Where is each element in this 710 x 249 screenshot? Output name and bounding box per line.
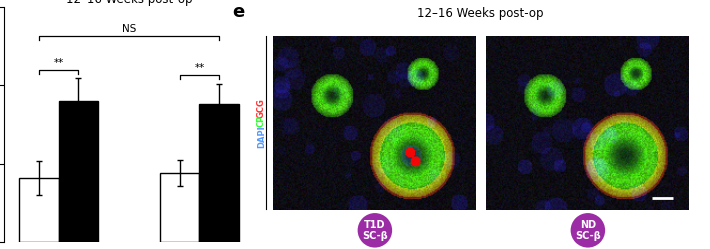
Text: ND
SC-β: ND SC-β — [575, 220, 601, 241]
Text: GCG: GCG — [257, 98, 266, 118]
Bar — [19, 178, 59, 242]
Text: 12–16 Weeks post-op: 12–16 Weeks post-op — [417, 7, 544, 20]
Text: CP: CP — [257, 115, 266, 127]
Text: **: ** — [195, 63, 204, 73]
Text: e: e — [232, 3, 244, 21]
Text: DAPI: DAPI — [257, 126, 266, 148]
Text: NS: NS — [122, 24, 136, 34]
Bar — [59, 101, 98, 242]
Text: **: ** — [53, 58, 64, 68]
Text: T1D
SC-β: T1D SC-β — [362, 220, 388, 241]
Title: 12–16 Weeks post-op: 12–16 Weeks post-op — [66, 0, 192, 6]
Bar — [200, 104, 239, 242]
Bar — [160, 173, 200, 242]
